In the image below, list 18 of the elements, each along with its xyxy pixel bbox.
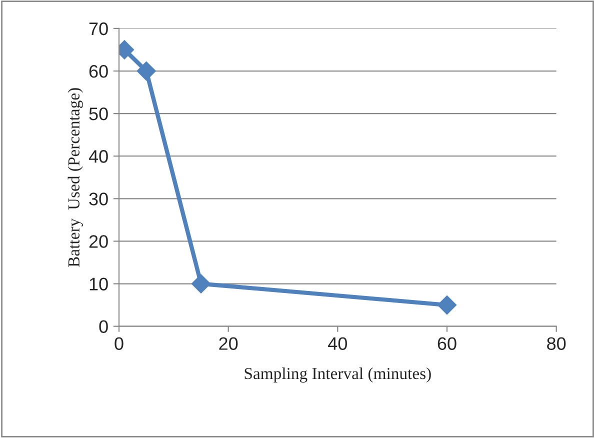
point [437, 296, 457, 315]
y-tick-label: 50 [89, 108, 108, 120]
y-tick-label: 10 [90, 278, 108, 290]
y-axis-title: Battery Used (Percentage) [68, 88, 83, 267]
x-axis-title: Sampling Interval (minutes) [244, 367, 431, 383]
x-tick-label: 60 [438, 337, 456, 350]
x-tick-label: 40 [328, 337, 347, 350]
y-tick-label: 30 [89, 192, 108, 206]
x-tick-label: 0 [114, 337, 124, 350]
y-tick-label: 40 [88, 150, 108, 163]
y-tick-label: 70 [89, 22, 108, 36]
y-tick-label: 0 [99, 320, 108, 334]
x-tick-label: 20 [219, 337, 238, 350]
point [191, 274, 211, 294]
y-tick-label: 20 [89, 235, 108, 248]
y-tick-label: 60 [89, 64, 108, 78]
x-tick-label: 80 [547, 337, 566, 350]
point [136, 61, 156, 81]
